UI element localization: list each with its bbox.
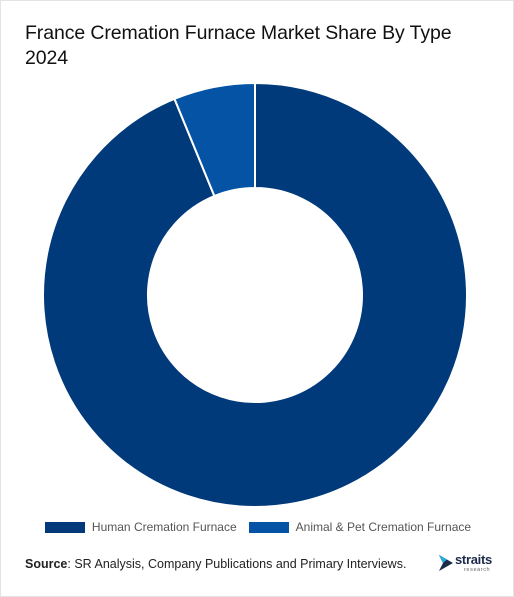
legend-swatch-human (44, 521, 85, 533)
chart-legend: Human Cremation Furnace Animal & Pet Cre… (1, 517, 514, 537)
donut-slice-animal-pet[interactable] (173, 81, 256, 198)
straits-logo-word: straits (455, 552, 492, 567)
straits-logo: straits research (438, 552, 498, 576)
legend-label-animal-pet: Animal & Pet Cremation Furnace (295, 520, 472, 534)
legend-item-animal-pet[interactable]: Animal & Pet Cremation Furnace (248, 520, 472, 534)
straits-logo-sub: research (464, 567, 491, 573)
donut-slice-human[interactable] (42, 81, 468, 508)
legend-label-human: Human Cremation Furnace (91, 520, 237, 534)
source-note: Source: SR Analysis, Company Publication… (25, 557, 406, 571)
straits-logo-icon (439, 555, 453, 571)
chart-title: France Cremation Furnace Market Share By… (25, 22, 452, 69)
source-label: Source (25, 557, 68, 571)
source-text: : SR Analysis, Company Publications and … (67, 557, 407, 571)
donut-chart (42, 81, 468, 508)
legend-item-human[interactable]: Human Cremation Furnace (44, 520, 237, 534)
legend-swatch-animal-pet (248, 521, 289, 533)
